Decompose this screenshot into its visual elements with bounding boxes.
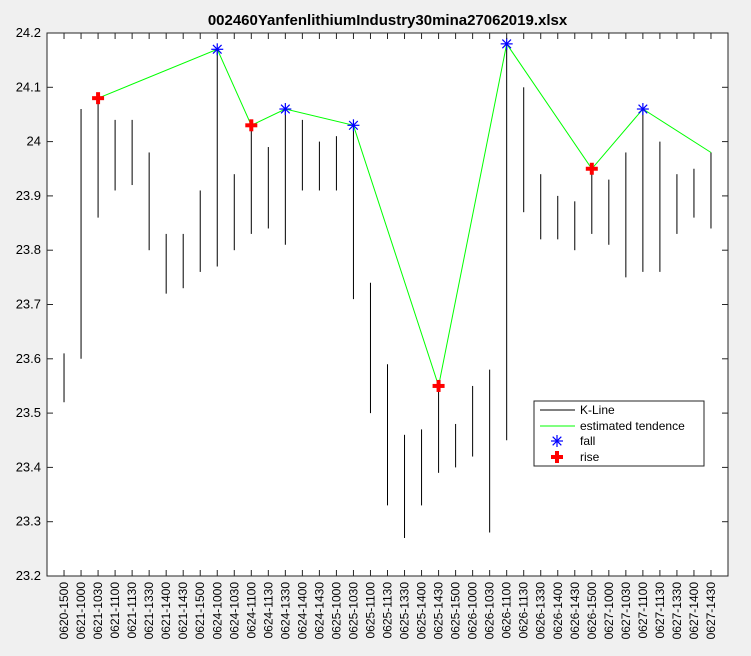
x-tick-label: 0625-1330 [398, 582, 412, 640]
fall-marker [279, 103, 292, 116]
legend-label: K-Line [580, 403, 615, 417]
x-tick-label: 0625-1130 [381, 582, 395, 639]
axis-layer: 23.2 23.3 23.4 23.5 23.6 23.7 23.8 23.9 24 24.1 24… [16, 25, 729, 640]
y-tick-label: 23.7 [16, 297, 41, 312]
y-tick-label: 24 [27, 134, 41, 149]
marker-layer [92, 37, 649, 392]
x-tick-label: 0627-1330 [670, 582, 684, 640]
x-tick-label: 0626-1400 [551, 582, 565, 640]
y-tick-label: 24.2 [16, 25, 41, 40]
chart-title: 002460YanfenlithiumIndustry30mina2706201… [208, 12, 568, 29]
legend-label: estimated tendence [580, 419, 685, 433]
x-tick-label: 0626-1500 [585, 582, 599, 640]
x-tick-label: 0621-1400 [159, 582, 173, 640]
x-tick-label: 0627-1000 [602, 582, 616, 640]
legend-fall-swatch [551, 435, 563, 447]
trend-layer [97, 42, 712, 388]
fall-marker [500, 37, 513, 50]
y-tick-label: 23.9 [16, 188, 41, 203]
x-tick-label: 0620-1500 [57, 582, 71, 640]
y-tick-label: 23.3 [16, 514, 41, 529]
y-tick-label: 23.6 [16, 351, 41, 366]
x-tick-label: 0626-1130 [517, 582, 531, 639]
x-tick-label: 0621-1500 [193, 582, 207, 640]
rise-marker [92, 92, 105, 105]
x-tick-label: 0624-1330 [278, 582, 292, 640]
x-tick-label: 0624-1400 [295, 582, 309, 640]
trend-line [97, 42, 712, 388]
legend-label: fall [580, 434, 595, 448]
rise-marker [585, 162, 598, 175]
x-tick-label: 0621-1030 [91, 582, 105, 640]
x-tick-label: 0625-1100 [363, 582, 377, 639]
x-tick-label: 0627-1130 [653, 582, 667, 639]
fall-marker [211, 43, 224, 56]
x-tick-label: 0624-1100 [244, 582, 258, 639]
x-tick-label: 0621-1100 [108, 582, 122, 639]
x-tick-label: 0627-1400 [687, 582, 701, 640]
x-tick-label: 0625-1030 [346, 582, 360, 640]
x-tick-label: 0621-1000 [74, 582, 88, 640]
x-tick-label: 0627-1030 [619, 582, 633, 640]
x-tick-label: 0624-1000 [210, 582, 224, 640]
x-tick-label: 0625-1500 [449, 582, 463, 640]
x-tick-label: 0627-1430 [704, 582, 718, 640]
x-tick-label: 0624-1430 [312, 582, 326, 640]
fall-marker [636, 103, 649, 116]
x-tick-label: 0621-1430 [176, 582, 190, 640]
x-tick-label: 0625-1000 [329, 582, 343, 640]
rise-marker [245, 119, 258, 132]
kline-layer [63, 43, 729, 538]
x-tick-label: 0624-1130 [261, 582, 275, 639]
x-tick-label: 0625-1430 [432, 582, 446, 640]
y-tick-label: 23.4 [16, 459, 41, 474]
y-tick-label: 23.8 [16, 242, 41, 257]
legend-rise-swatch [551, 451, 563, 463]
x-tick-label: 0626-1330 [534, 582, 548, 640]
legend-label: rise [580, 450, 600, 464]
rise-marker [432, 379, 445, 392]
y-tick-label: 23.5 [16, 405, 41, 420]
x-tick-label: 0626-1430 [568, 582, 582, 640]
x-tick-label: 0621-1130 [125, 582, 139, 639]
fall-marker [347, 119, 360, 132]
x-tick-label: 0627-1100 [636, 582, 650, 639]
x-tick-label: 0625-1400 [415, 582, 429, 640]
x-tick-label: 0624-1030 [227, 582, 241, 640]
x-tick-label: 0626-1100 [500, 582, 514, 639]
y-tick-label: 23.2 [16, 568, 41, 583]
y-tick-label: 24.1 [16, 79, 41, 94]
x-tick-label: 0621-1330 [142, 582, 156, 640]
x-tick-label: 0626-1000 [466, 582, 480, 640]
x-tick-label: 0626-1030 [483, 582, 497, 640]
